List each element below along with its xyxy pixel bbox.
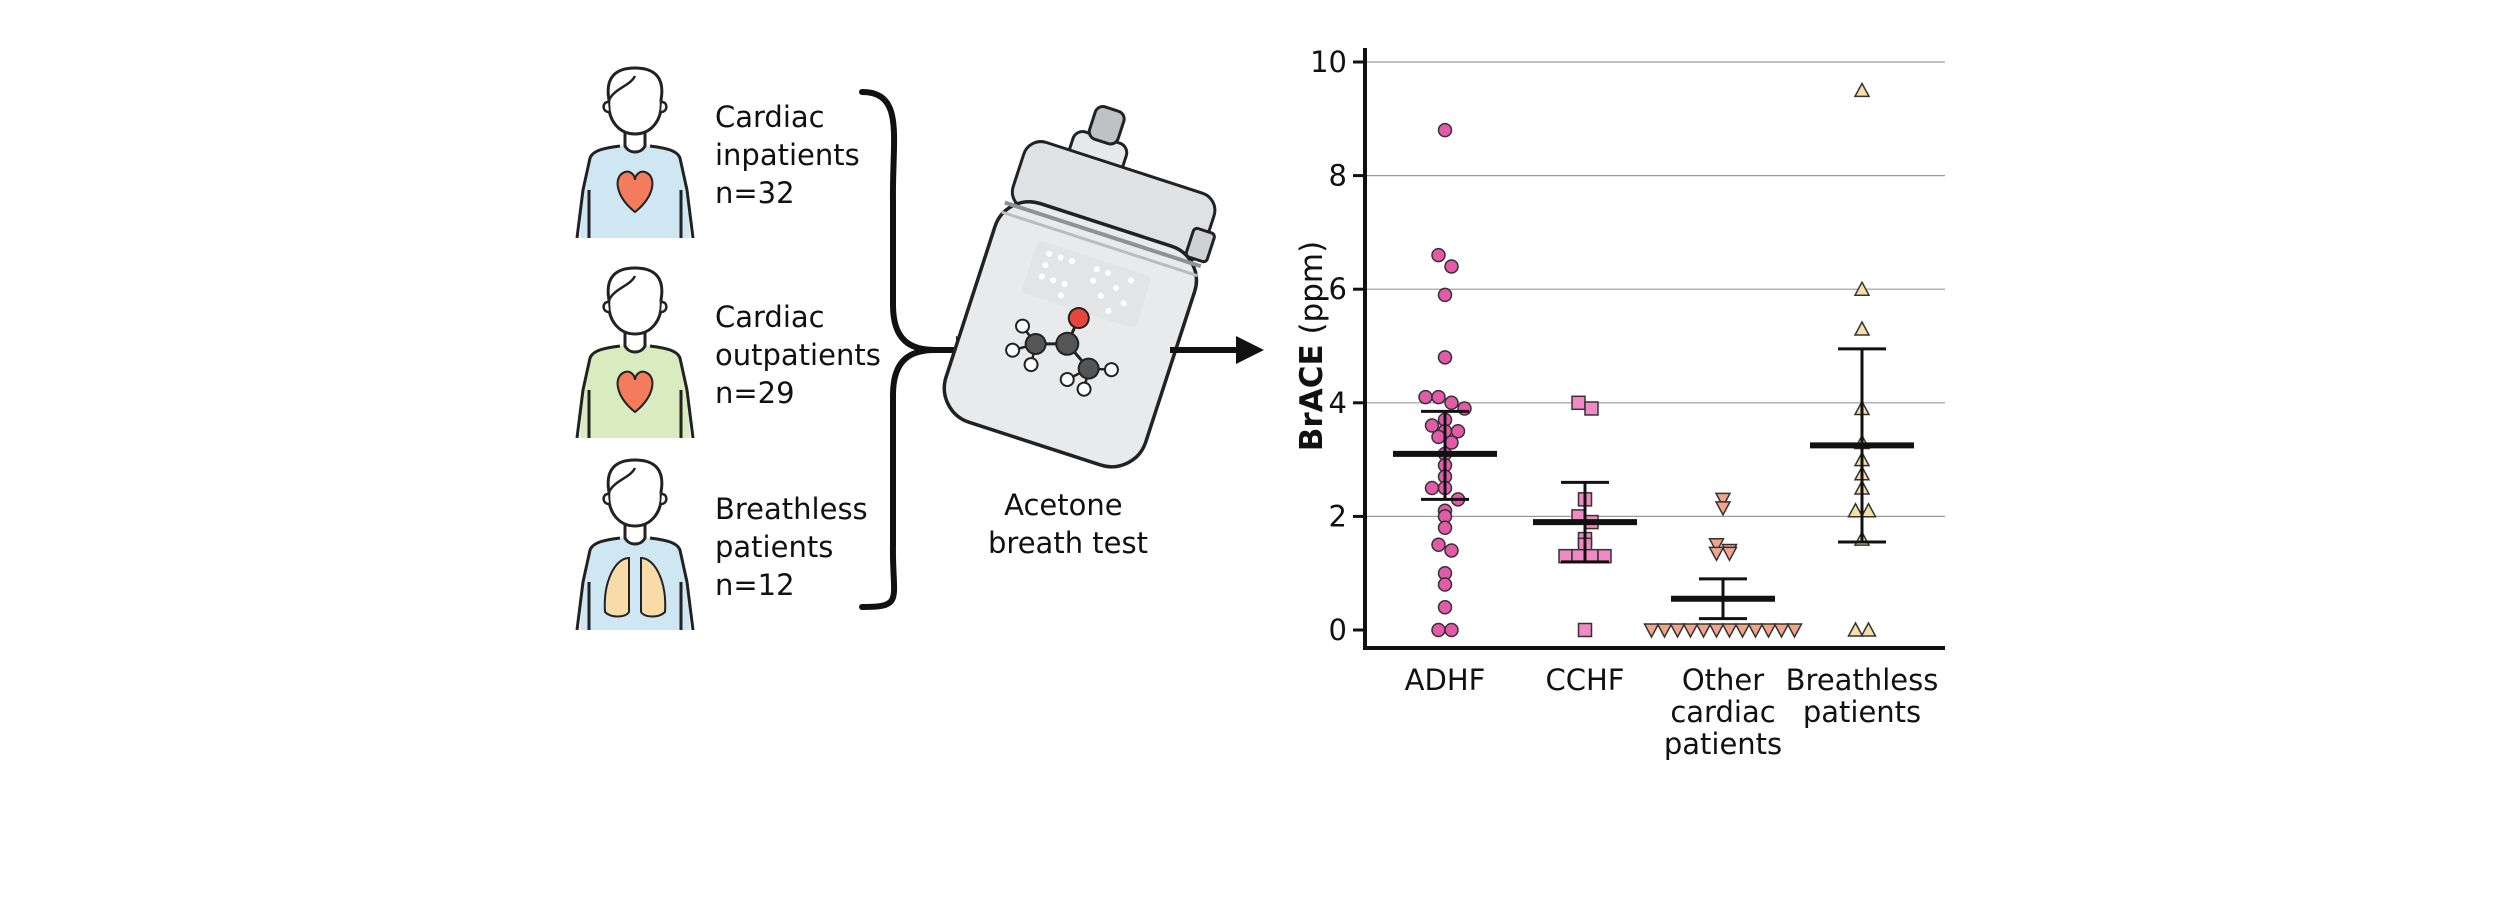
patient-groups: Cardiac inpatients n=32 Cardiac outpatients n… <box>575 66 881 631</box>
brace-scatter-chart: 0 2 4 6 8 10 BrACE (ppm) ADHF CCHF Other cardiac pa… <box>1294 45 1945 761</box>
data-point <box>1643 623 1660 639</box>
data-point <box>1853 81 1871 98</box>
heart-icon <box>616 370 654 414</box>
category-series-1 <box>1393 122 1497 638</box>
category-series-3 <box>1643 492 1803 639</box>
data-point <box>1853 280 1871 296</box>
display-dots <box>1038 250 1134 314</box>
data-point <box>1847 502 1864 518</box>
patient-group-label: Cardiac inpatients n=32 <box>715 100 860 210</box>
data-point <box>1708 623 1725 639</box>
data-point <box>1444 622 1459 638</box>
person-icon <box>575 458 695 631</box>
data-point <box>1577 622 1593 638</box>
x-category-label: Other cardiac patients <box>1664 663 1782 761</box>
y-tick-label: 6 <box>1329 272 1347 306</box>
device-arrow-head <box>1236 336 1264 364</box>
data-point <box>1431 429 1446 445</box>
y-tick-label: 8 <box>1329 159 1347 193</box>
data-point <box>1437 350 1453 365</box>
data-point <box>1437 577 1453 592</box>
y-tick-label: 4 <box>1329 386 1347 420</box>
data-point <box>1708 546 1725 562</box>
x-category-label: CCHF <box>1546 663 1625 697</box>
y-tick-label: 0 <box>1329 613 1347 647</box>
data-point <box>1714 492 1732 508</box>
patient-group-1: Cardiac inpatients n=32 <box>575 66 860 239</box>
patient-group-label: Breathless patients n=12 <box>715 492 868 602</box>
data-point <box>1424 418 1440 433</box>
data-point <box>1747 623 1764 639</box>
data-point <box>1437 600 1453 615</box>
data-point <box>1734 623 1751 639</box>
y-axis-label: BrACE (ppm) <box>1294 241 1330 451</box>
data-point <box>1584 401 1599 416</box>
x-category-label: ADHF <box>1405 663 1486 697</box>
data-point <box>1721 546 1738 562</box>
x-category-label: Breathless patients <box>1786 663 1939 729</box>
data-point <box>1714 501 1732 517</box>
data-point <box>1431 537 1446 553</box>
data-point <box>1444 395 1459 411</box>
data-point <box>1437 122 1453 138</box>
data-point <box>1721 623 1738 639</box>
data-point <box>1444 259 1459 274</box>
lungs-icon <box>603 556 667 618</box>
data-point <box>1424 480 1440 496</box>
category-series-4 <box>1810 81 1914 637</box>
category-series-2 <box>1533 395 1637 638</box>
data-point <box>1860 621 1877 637</box>
data-point <box>1656 623 1673 639</box>
person-icon <box>575 266 695 439</box>
data-point <box>1773 623 1790 639</box>
breathalyzer-device <box>942 105 1217 469</box>
y-tick-label: 2 <box>1329 499 1347 533</box>
patient-group-3: Breathless patients n=12 <box>575 458 868 631</box>
data-point <box>1571 395 1586 411</box>
data-point <box>1695 623 1712 639</box>
patient-group-label: Cardiac outpatients n=29 <box>715 300 881 410</box>
person-icon <box>575 66 695 239</box>
patient-group-2: Cardiac outpatients n=29 <box>575 266 881 439</box>
device-label: Acetone breath test <box>988 488 1148 560</box>
data-point <box>1418 389 1433 405</box>
y-tick-label: 10 <box>1310 45 1347 79</box>
data-point <box>1708 538 1725 554</box>
data-point <box>1682 623 1699 639</box>
heart-icon <box>616 170 654 214</box>
data-point <box>1437 287 1453 303</box>
data-point <box>1669 623 1686 639</box>
data-point <box>1444 543 1459 558</box>
data-point <box>1860 502 1877 518</box>
data-point <box>1450 423 1466 439</box>
data-point <box>1431 247 1446 263</box>
data-point <box>1457 401 1472 416</box>
data-point <box>1760 623 1777 639</box>
data-point <box>1431 389 1446 405</box>
data-point <box>1847 621 1864 637</box>
data-point <box>1437 520 1453 536</box>
acetone-molecule-icon <box>1005 307 1119 397</box>
data-point <box>1853 320 1871 336</box>
data-point <box>1431 622 1446 638</box>
data-point <box>1786 623 1803 639</box>
